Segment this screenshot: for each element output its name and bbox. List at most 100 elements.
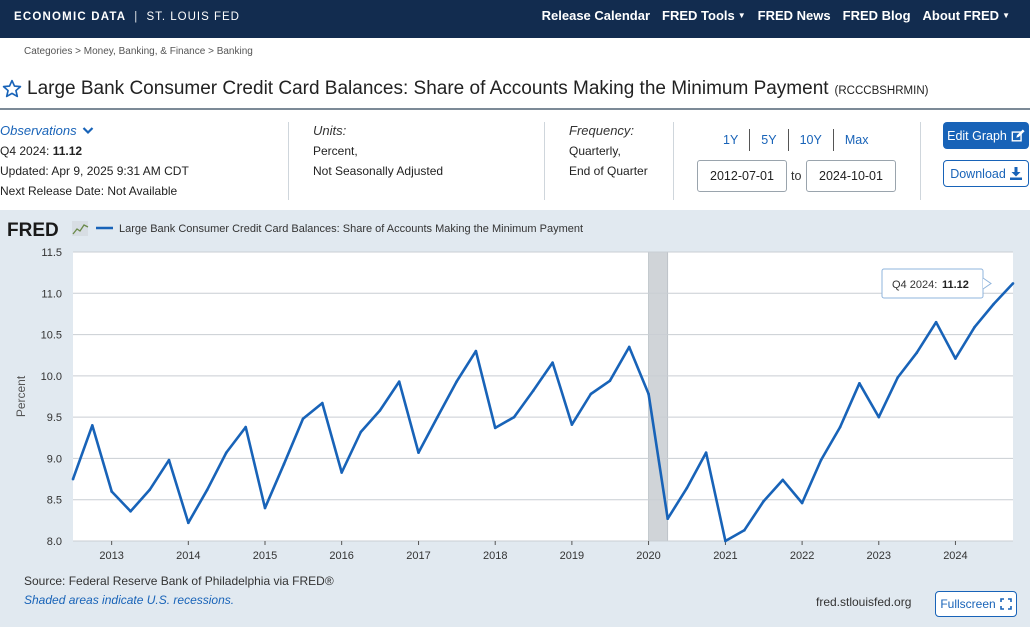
- data-point: [455, 380, 458, 383]
- x-tick-label: 2022: [790, 550, 814, 562]
- y-axis-label: Percent: [14, 375, 28, 417]
- data-point: [647, 392, 650, 396]
- breadcrumb[interactable]: Categories > Money, Banking, & Finance >…: [24, 46, 253, 57]
- nav-about-fred[interactable]: About FRED ▼: [923, 8, 1010, 23]
- latest-period: Q4 2024:: [0, 144, 50, 158]
- frequency-label: Frequency:: [569, 123, 635, 138]
- data-point: [301, 417, 305, 421]
- latest-observation: Q4 2024: 11.12: [0, 141, 189, 161]
- data-point: [378, 409, 382, 412]
- range-1y[interactable]: 1Y: [712, 129, 751, 151]
- data-point: [205, 488, 209, 492]
- data-point: [187, 521, 190, 525]
- divider: [544, 122, 545, 200]
- data-point: [110, 490, 113, 493]
- divider: [288, 122, 289, 200]
- units-block: Units: Percent, Not Seasonally Adjusted: [313, 121, 443, 181]
- plot-area: [73, 252, 1013, 541]
- fred-logo: FRED: [7, 220, 59, 241]
- observations-dropdown[interactable]: Observations: [0, 121, 189, 141]
- download-button[interactable]: Download: [943, 160, 1029, 187]
- data-point: [397, 380, 401, 383]
- data-point: [512, 415, 516, 419]
- line-chart[interactable]: 8.0 8.5 9.0 9.5 10.0 10.5 11.0 11.5 2013 2014 2015…: [0, 210, 1030, 565]
- nav-release-calendar[interactable]: Release Calendar: [541, 8, 651, 23]
- data-point: [838, 425, 842, 429]
- star-icon[interactable]: [1, 78, 23, 100]
- y-tick-label: 8.5: [47, 495, 62, 507]
- range-5y[interactable]: 5Y: [750, 129, 789, 151]
- nav-fred-blog[interactable]: FRED Blog: [842, 8, 911, 23]
- data-point: [781, 478, 785, 482]
- data-point: [225, 451, 228, 454]
- brand-org: ST. LOUIS FED: [146, 11, 240, 23]
- data-point: [263, 506, 267, 510]
- brand-separator: |: [134, 11, 139, 23]
- data-point: [743, 528, 746, 532]
- nav-fred-tools-label: FRED Tools: [662, 8, 735, 23]
- data-point: [973, 325, 976, 329]
- data-point: [129, 509, 132, 513]
- recession-note-link[interactable]: Shaded areas indicate U.S. recessions.: [24, 593, 235, 607]
- fullscreen-button[interactable]: Fullscreen: [935, 591, 1017, 617]
- chevron-down-icon: ▼: [737, 11, 746, 20]
- range-max[interactable]: Max: [844, 133, 869, 147]
- data-point: [762, 500, 765, 503]
- latest-value: 11.12: [52, 144, 83, 158]
- edit-graph-label: Edit Graph: [947, 128, 1007, 143]
- data-point: [666, 517, 669, 521]
- download-label: Download: [950, 166, 1006, 181]
- data-point: [570, 423, 574, 426]
- fullscreen-icon: [999, 598, 1012, 610]
- series-id: (RCCCBSHRMIN): [834, 85, 929, 97]
- data-point: [627, 345, 631, 349]
- data-point: [551, 361, 554, 364]
- divider: [920, 122, 921, 200]
- data-point: [417, 451, 420, 454]
- data-point: [148, 488, 151, 492]
- units-line1: Percent,: [313, 144, 358, 158]
- date-to-label: to: [791, 169, 802, 183]
- data-point: [244, 425, 247, 429]
- x-tick-label: 2017: [406, 550, 430, 562]
- date-to-input[interactable]: [806, 160, 896, 192]
- data-point: [282, 462, 286, 466]
- x-tick-label: 2018: [483, 550, 507, 562]
- top-navigation-bar: ECONOMIC DATA | ST. LOUIS FED Release Cale…: [0, 0, 1030, 38]
- data-point: [877, 415, 881, 419]
- site-url[interactable]: fred.stlouisfed.org: [816, 595, 912, 609]
- edit-graph-button[interactable]: Edit Graph: [943, 122, 1029, 149]
- date-from-input[interactable]: [697, 160, 787, 192]
- x-tick-label: 2015: [253, 550, 277, 562]
- data-point: [359, 430, 363, 434]
- y-tick-label: 10.0: [41, 371, 62, 383]
- data-point: [934, 320, 938, 324]
- nav-fred-tools[interactable]: FRED Tools ▼: [662, 8, 746, 23]
- brand-logo[interactable]: ECONOMIC DATA | ST. LOUIS FED: [14, 11, 240, 23]
- data-point: [724, 539, 727, 543]
- data-point: [71, 477, 75, 481]
- nav-fred-news[interactable]: FRED News: [757, 8, 831, 23]
- x-tick-label: 2014: [176, 550, 200, 562]
- tooltip-value: 11.12: [942, 279, 969, 291]
- brand-economic-data: ECONOMIC DATA: [14, 11, 127, 23]
- data-point: [493, 426, 497, 430]
- x-tick-label: 2016: [329, 550, 353, 562]
- top-nav-menu: Release Calendar FRED Tools ▼ FRED News F…: [542, 8, 1010, 23]
- x-tick-label: 2019: [560, 550, 584, 562]
- x-tick-label: 2024: [943, 550, 967, 562]
- source-text: Source: Federal Reserve Bank of Philadel…: [24, 574, 334, 588]
- data-point: [896, 376, 899, 379]
- units-label: Units:: [313, 123, 347, 138]
- x-tick-label: 2013: [99, 550, 123, 562]
- chevron-down-icon: [82, 127, 94, 135]
- range-10y[interactable]: 10Y: [789, 129, 834, 151]
- data-point: [858, 381, 861, 385]
- y-tick-label: 10.5: [41, 330, 62, 342]
- data-point: [685, 486, 689, 490]
- data-point: [321, 401, 324, 405]
- chevron-down-icon: ▼: [1002, 11, 1010, 20]
- data-point: [91, 424, 94, 427]
- tooltip-pointer: [982, 277, 992, 290]
- data-point: [531, 389, 535, 393]
